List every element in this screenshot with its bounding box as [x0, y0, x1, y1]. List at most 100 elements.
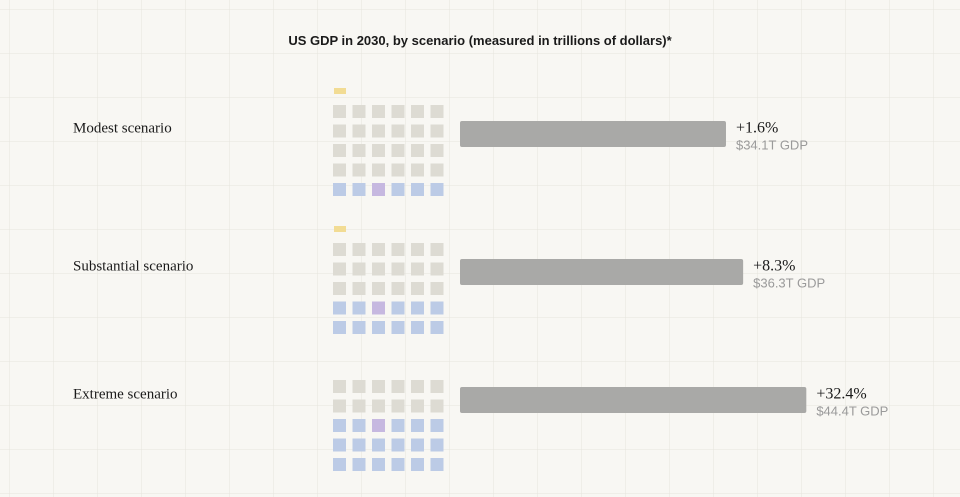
waffle-cell: [333, 321, 346, 334]
waffle-cell: [372, 262, 385, 276]
waffle-cell: [372, 458, 385, 471]
growth-label: +1.6%: [736, 120, 778, 137]
waffle-cell: [411, 301, 424, 315]
waffle-cell: [430, 144, 444, 157]
waffle-cell: [391, 282, 405, 295]
waffle-cell: [352, 282, 366, 295]
waffle-cell: [411, 438, 424, 452]
waffle-cell: [333, 124, 346, 138]
waffle-cell: [333, 243, 346, 256]
waffle-cell: [430, 419, 444, 432]
waffle-cell: [430, 301, 444, 315]
waffle-cell: [411, 282, 424, 295]
waffle-cell: [411, 399, 424, 413]
waffle-cell: [372, 105, 385, 118]
waffle-cell: [430, 105, 444, 118]
waffle-cell: [372, 438, 385, 452]
waffle-cell: [391, 380, 405, 393]
waffle-cell: [411, 262, 424, 276]
waffle-cell: [411, 458, 424, 471]
waffle-cell: [391, 163, 405, 177]
waffle-cell: [352, 380, 366, 393]
waffle-cell: [391, 144, 405, 157]
waffle-cell: [391, 301, 405, 315]
waffle-cell: [372, 301, 385, 315]
waffle-cell: [333, 438, 346, 452]
value-label: $44.4T GDP: [816, 403, 888, 418]
waffle-cell: [352, 243, 366, 256]
waffle-cell: [372, 144, 385, 157]
waffle-cell: [352, 144, 366, 157]
growth-label: +8.3%: [753, 258, 795, 275]
waffle-cell: [391, 105, 405, 118]
waffle-cell: [334, 226, 346, 232]
waffle-cell: [411, 321, 424, 334]
waffle-cell: [352, 105, 366, 118]
waffle-cell: [372, 321, 385, 334]
waffle-cell: [391, 458, 405, 471]
waffle-cell: [430, 163, 444, 177]
waffle-cell: [430, 438, 444, 452]
waffle-cell: [372, 243, 385, 256]
waffle-cell: [391, 438, 405, 452]
value-label: $36.3T GDP: [753, 275, 825, 290]
waffle-cell: [334, 88, 346, 94]
bar: [460, 387, 807, 413]
waffle-cell: [333, 163, 346, 177]
waffle-cell: [352, 124, 366, 138]
waffle-cell: [372, 380, 385, 393]
waffle-cell: [430, 243, 444, 256]
waffle-cell: [352, 262, 366, 276]
waffle-cell: [333, 458, 346, 471]
waffle-cell: [333, 144, 346, 157]
waffle-cell: [430, 282, 444, 295]
waffle-cell: [372, 183, 385, 196]
waffle-cell: [372, 124, 385, 138]
waffle-cell: [411, 380, 424, 393]
category-label: Modest scenario: [73, 120, 172, 136]
waffle-cell: [391, 124, 405, 138]
category-label: Substantial scenario: [73, 258, 193, 274]
waffle-cell: [333, 183, 346, 196]
waffle-cell: [430, 124, 444, 138]
value-label: $34.1T GDP: [736, 137, 808, 152]
category-label: Extreme scenario: [73, 386, 178, 402]
waffle-cell: [333, 105, 346, 118]
waffle-cell: [372, 419, 385, 432]
waffle-cell: [352, 438, 366, 452]
bar: [460, 121, 726, 147]
waffle-cell: [430, 321, 444, 334]
waffle-cell: [391, 243, 405, 256]
waffle-cell: [352, 399, 366, 413]
waffle-cell: [430, 458, 444, 471]
waffle-cell: [372, 163, 385, 177]
waffle-cell: [411, 419, 424, 432]
waffle-cell: [333, 380, 346, 393]
waffle-cell: [391, 419, 405, 432]
waffle-cell: [391, 183, 405, 196]
waffle-cell: [333, 301, 346, 315]
waffle-cell: [352, 458, 366, 471]
waffle-cell: [352, 301, 366, 315]
waffle-cell: [333, 399, 346, 413]
waffle-cell: [411, 183, 424, 196]
waffle-cell: [430, 262, 444, 276]
waffle-cell: [430, 380, 444, 393]
waffle-cell: [411, 163, 424, 177]
waffle-cell: [411, 124, 424, 138]
growth-label: +32.4%: [816, 386, 866, 403]
waffle-cell: [430, 183, 444, 196]
bar: [460, 259, 744, 285]
waffle-cell: [411, 105, 424, 118]
waffle-cell: [411, 144, 424, 157]
chart-title: US GDP in 2030, by scenario (measured in…: [288, 33, 672, 48]
waffle-cell: [333, 282, 346, 295]
waffle-cell: [333, 262, 346, 276]
waffle-cell: [352, 321, 366, 334]
waffle-cell: [352, 163, 366, 177]
waffle-cell: [372, 399, 385, 413]
waffle-cell: [333, 419, 346, 432]
waffle-cell: [391, 399, 405, 413]
